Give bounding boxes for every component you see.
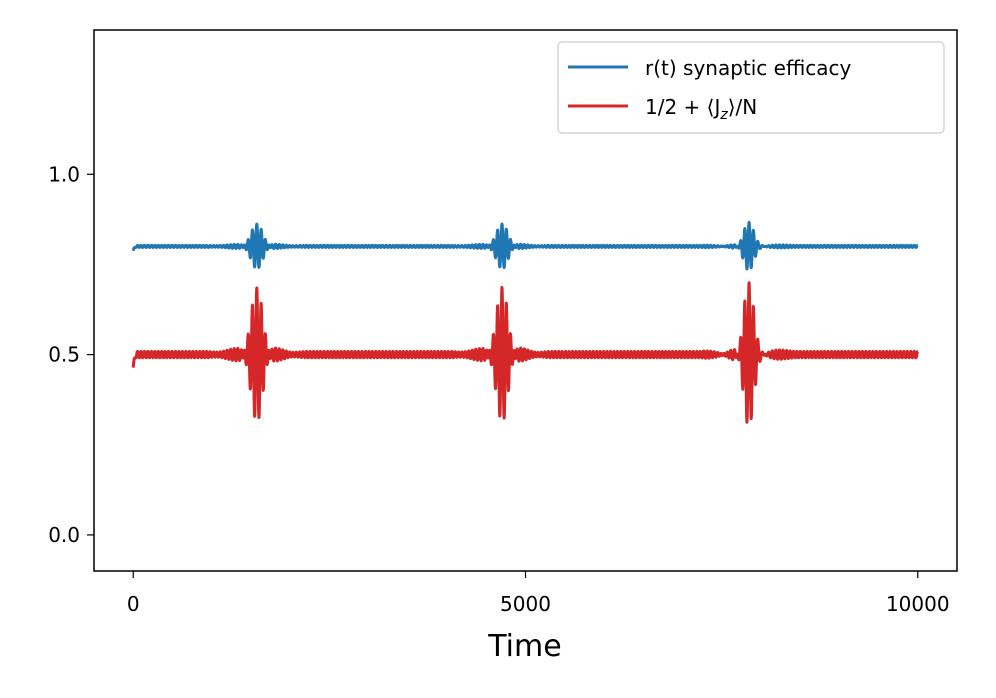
legend-label-r: r(t) synaptic efficacy: [645, 56, 852, 80]
legend-label-jz: 1/2 + ⟨Jz⟩/N: [645, 95, 757, 123]
x-tick-label: 10000: [886, 592, 950, 616]
y-tick-label: 1.0: [48, 162, 80, 186]
x-axis-title: Time: [487, 629, 561, 664]
series-line-0: [131, 220, 920, 271]
y-axis: 0.0 0.5 1.0: [48, 162, 94, 547]
y-tick-label: 0.5: [48, 343, 80, 367]
y-tick-label: 0.0: [48, 523, 80, 547]
x-tick-label: 0: [127, 592, 140, 616]
x-axis: 0 5000 10000: [127, 571, 950, 616]
legend: r(t) synaptic efficacy 1/2 + ⟨Jz⟩/N: [557, 41, 945, 134]
series-layer: [131, 220, 920, 424]
legend-box: [557, 41, 945, 134]
x-tick-label: 5000: [500, 592, 551, 616]
series-line-1: [131, 281, 920, 424]
